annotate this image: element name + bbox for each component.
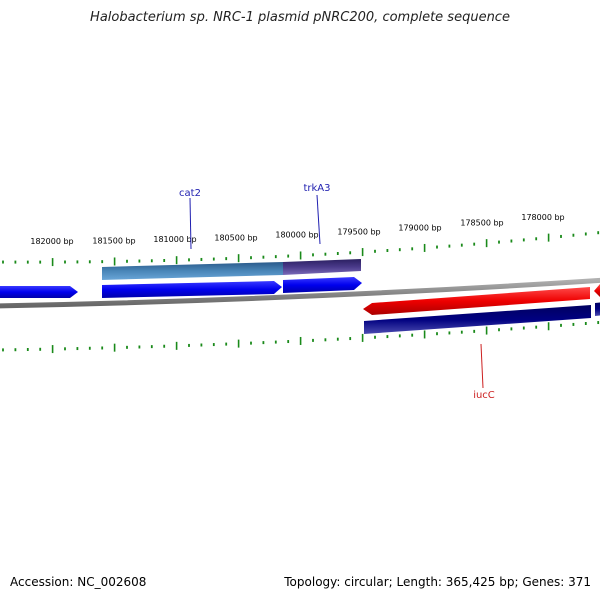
cds-arrow-left[interactable] bbox=[0, 286, 78, 298]
upper-tick-row bbox=[2, 231, 600, 267]
cds-arrow-iucC[interactable] bbox=[363, 287, 590, 315]
tick-label: 182000 bp bbox=[30, 237, 73, 246]
gene-label-trkA3[interactable]: trkA3 bbox=[303, 183, 330, 194]
cog-feature-cat2[interactable] bbox=[102, 262, 283, 280]
trkA3-leader-line bbox=[316, 194, 321, 245]
topology-label: Topology: circular bbox=[284, 575, 389, 589]
cds-arrow-right-edge[interactable] bbox=[594, 284, 600, 297]
iucC-leader-line bbox=[480, 343, 484, 389]
cat2-leader-line bbox=[189, 197, 192, 250]
plasmid-backbone bbox=[0, 277, 600, 309]
gene-label-iucC[interactable]: iucC bbox=[473, 390, 495, 401]
cog-feature-right-edge[interactable] bbox=[595, 302, 600, 316]
tick-label: 181500 bp bbox=[92, 236, 135, 245]
summary-label: Topology: circular; Length: 365,425 bp; … bbox=[284, 575, 591, 589]
cds-arrow-trkA3[interactable] bbox=[283, 277, 362, 293]
length-label: Length: 365,425 bp bbox=[396, 575, 515, 589]
cog-feature-trkA3[interactable] bbox=[283, 259, 361, 275]
tick-label: 178000 bp bbox=[521, 213, 564, 222]
cds-arrow-cat2[interactable] bbox=[102, 281, 282, 298]
tick-label: 179500 bp bbox=[337, 227, 380, 236]
tick-label: 179000 bp bbox=[398, 223, 441, 232]
tick-label: 178500 bp bbox=[460, 219, 503, 228]
tick-label: 180000 bp bbox=[275, 231, 318, 240]
genes-label: Genes: 371 bbox=[522, 575, 591, 589]
gene-label-cat2[interactable]: cat2 bbox=[179, 188, 201, 199]
tick-label: 180500 bp bbox=[214, 233, 257, 242]
lower-tick-row bbox=[2, 321, 600, 354]
accession-label: Accession: NC_002608 bbox=[10, 575, 147, 589]
tick-labels: 182000 bp 181500 bp 181000 bp 180500 bp 1800… bbox=[30, 213, 564, 246]
map-title: Halobacterium sp. NRC-1 plasmid pNRC200,… bbox=[90, 10, 510, 25]
tick-label: 181000 bp bbox=[153, 235, 196, 244]
cog-feature-iucC[interactable] bbox=[364, 305, 591, 334]
